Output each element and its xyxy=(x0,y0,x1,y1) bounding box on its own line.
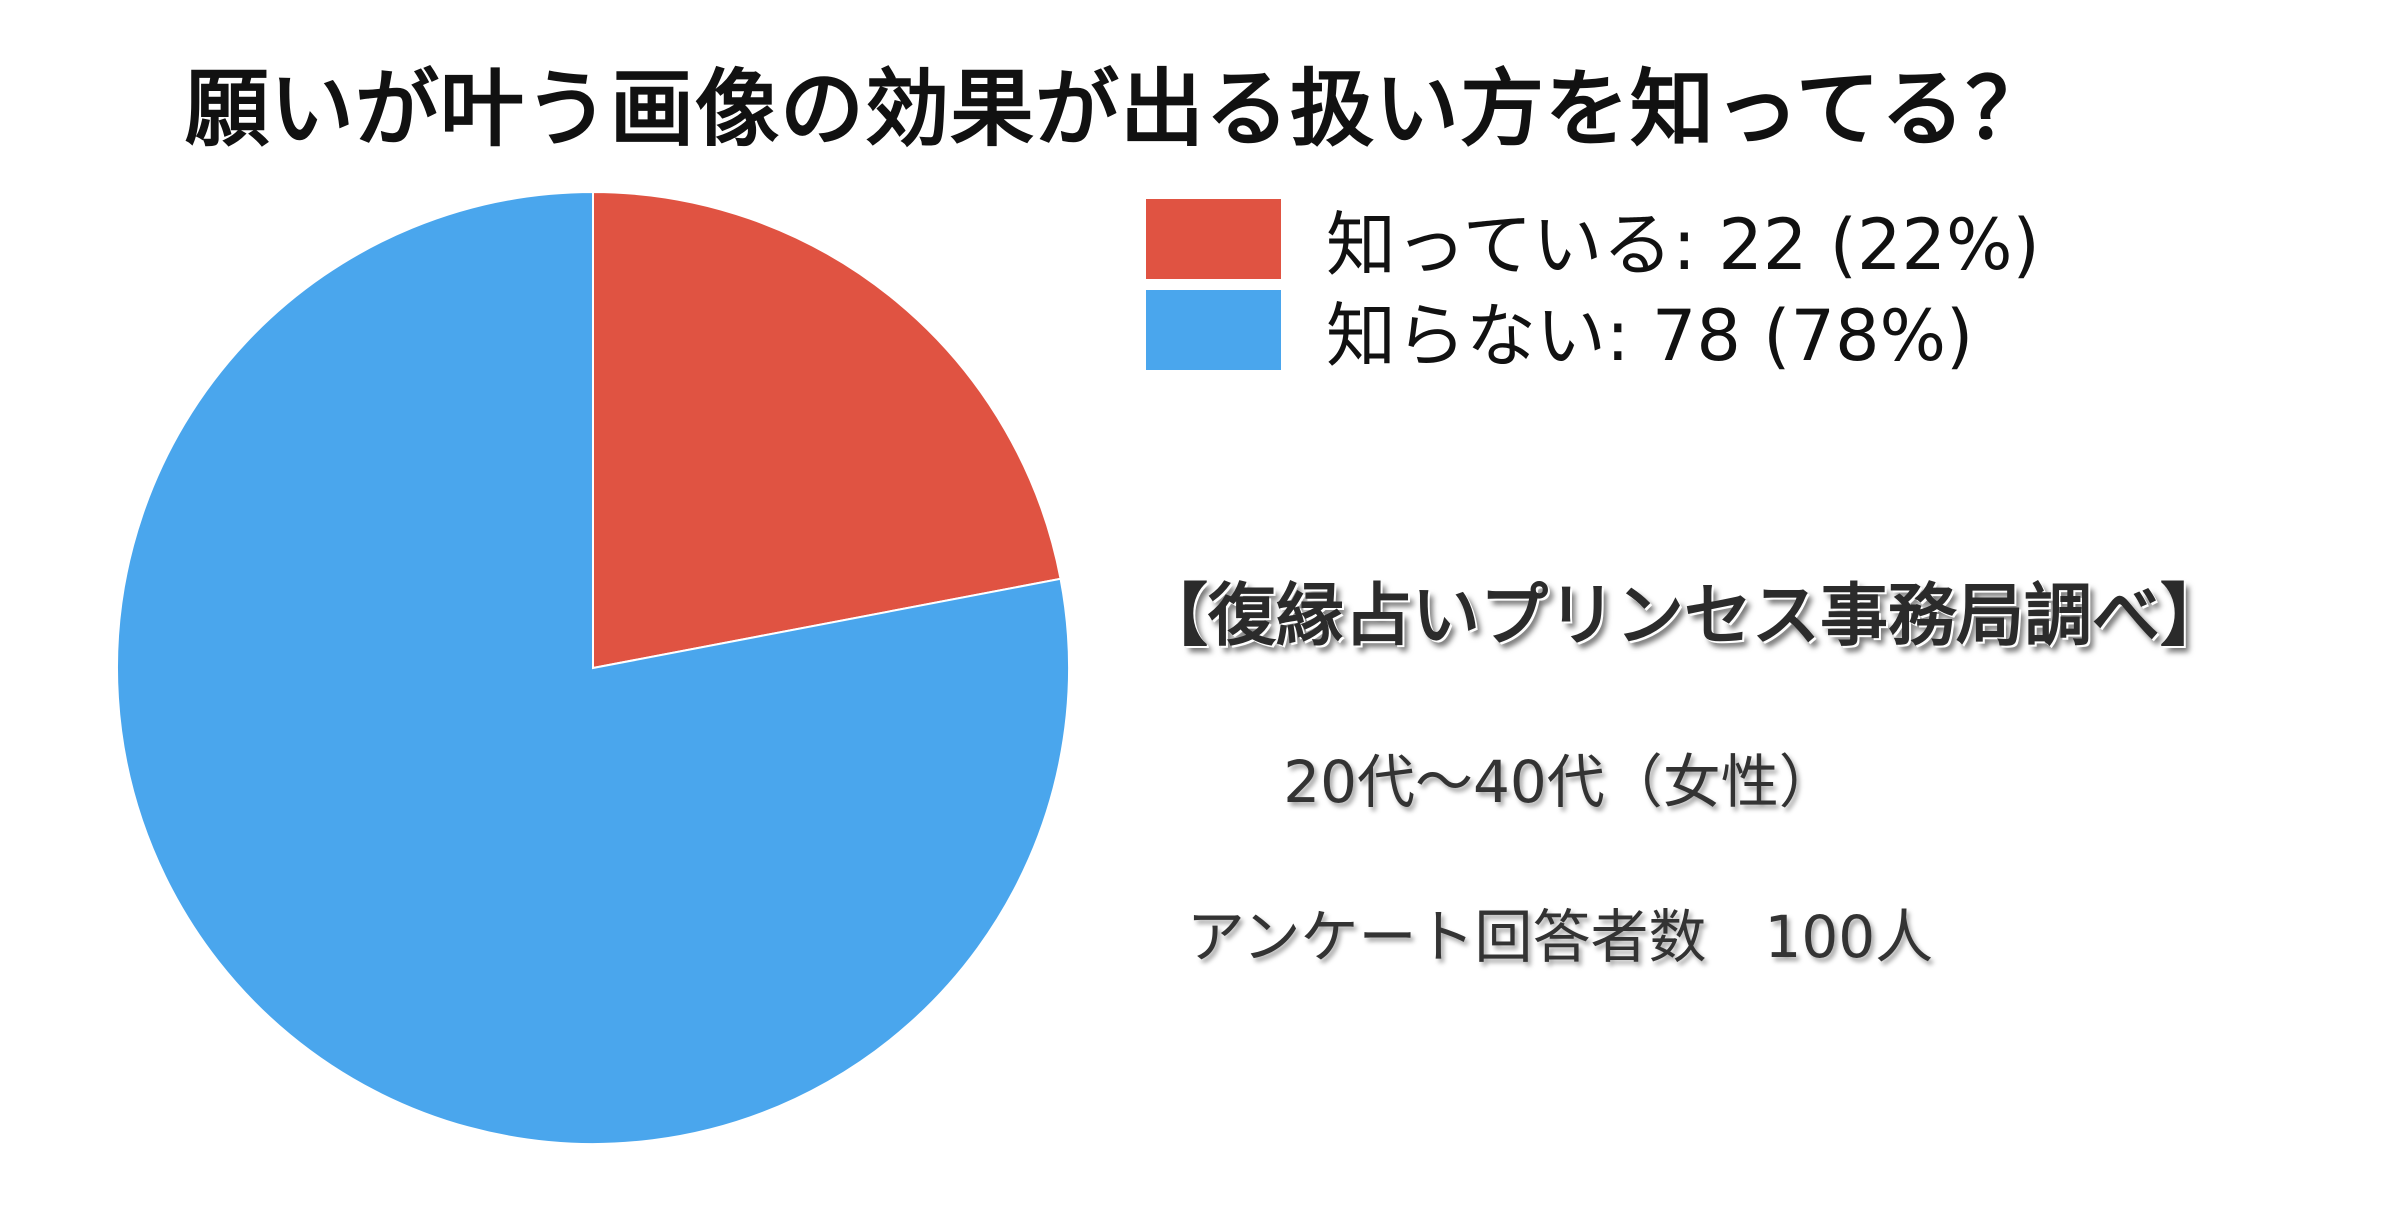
chart-title: 願いが叶う画像の効果が出る扱い方を知ってる？ xyxy=(185,60,2051,158)
respondents-note: アンケート回答者数 100人 xyxy=(1186,903,1934,971)
legend-label-unknown: 知らない: 78 (78%) xyxy=(1326,294,1974,377)
legend-label-known: 知っている: 22 (22%) xyxy=(1326,203,2040,286)
demographic-note: 20代〜40代（女性） xyxy=(1283,748,1837,816)
legend-swatch-unknown xyxy=(1146,290,1281,370)
source-note: 【復縁占いプリンセス事務局調べ】 xyxy=(1140,577,2229,656)
pie-slice-unknown xyxy=(116,190,1071,1145)
legend-item-known: 知っている: 22 (22%) xyxy=(1146,194,2040,286)
pie-slice-known xyxy=(592,190,1062,670)
pie-slices xyxy=(116,190,1071,1145)
legend-item-unknown: 知らない: 78 (78%) xyxy=(1146,285,1973,377)
legend-swatch-known xyxy=(1146,199,1281,279)
